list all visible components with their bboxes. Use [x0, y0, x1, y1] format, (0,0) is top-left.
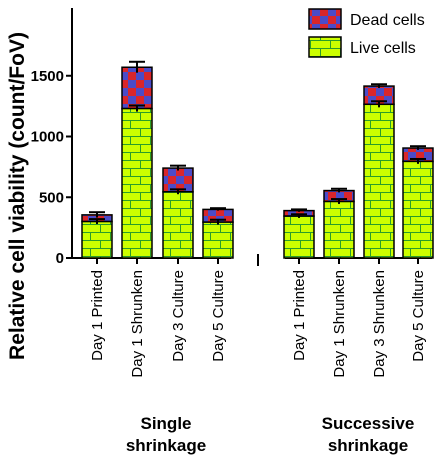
category-label: Day 1 Shrunken: [331, 270, 348, 378]
bar-live-cells: [283, 215, 315, 259]
legend-label: Dead cells: [350, 12, 425, 29]
group-label: shrinkage: [126, 436, 206, 455]
y-tick-label: 1000: [31, 129, 64, 146]
bar-live-cells: [363, 103, 395, 259]
group-label: Single: [140, 414, 191, 433]
group-label: Successive: [322, 414, 415, 433]
bar-live-cells: [121, 107, 153, 259]
legend-label: Live cells: [350, 40, 416, 57]
bar-live-cells: [402, 160, 434, 259]
y-axis-ticks: 0 500 1000 1500: [31, 68, 72, 267]
bar-dead-cells: [162, 167, 194, 193]
y-tick-label: 1500: [31, 68, 64, 85]
category-label: Day 1 Printed: [291, 270, 308, 361]
bar-live-cells: [323, 200, 355, 259]
bars: [81, 60, 434, 259]
category-labels: Day 1 Printed Day 1 Shrunken Day 3 Culture…: [89, 270, 427, 378]
bar-live-cells: [202, 221, 234, 259]
y-tick-label: 500: [39, 189, 64, 206]
y-tick-label: 0: [56, 250, 64, 267]
category-label: Day 1 Shrunken: [129, 270, 146, 378]
group-label: shrinkage: [328, 436, 408, 455]
category-label: Day 5 Culture: [210, 270, 227, 362]
category-label: Day 3 Shrunken: [371, 270, 388, 378]
legend-swatch-dead: [308, 8, 342, 30]
category-label: Day 3 Culture: [170, 270, 187, 362]
legend: Dead cells Live cells: [308, 8, 425, 58]
category-label: Day 1 Printed: [89, 270, 106, 361]
bar-live-cells: [162, 191, 194, 259]
y-axis-label: Relative cell viability (count/FoV): [6, 32, 29, 360]
legend-swatch-live: [308, 36, 342, 58]
category-label: Day 5 Culture: [410, 270, 427, 362]
bar-live-cells: [81, 220, 113, 259]
bar-dead-cells: [121, 66, 153, 110]
group-labels: Single shrinkage Successive shrinkage: [126, 414, 414, 455]
